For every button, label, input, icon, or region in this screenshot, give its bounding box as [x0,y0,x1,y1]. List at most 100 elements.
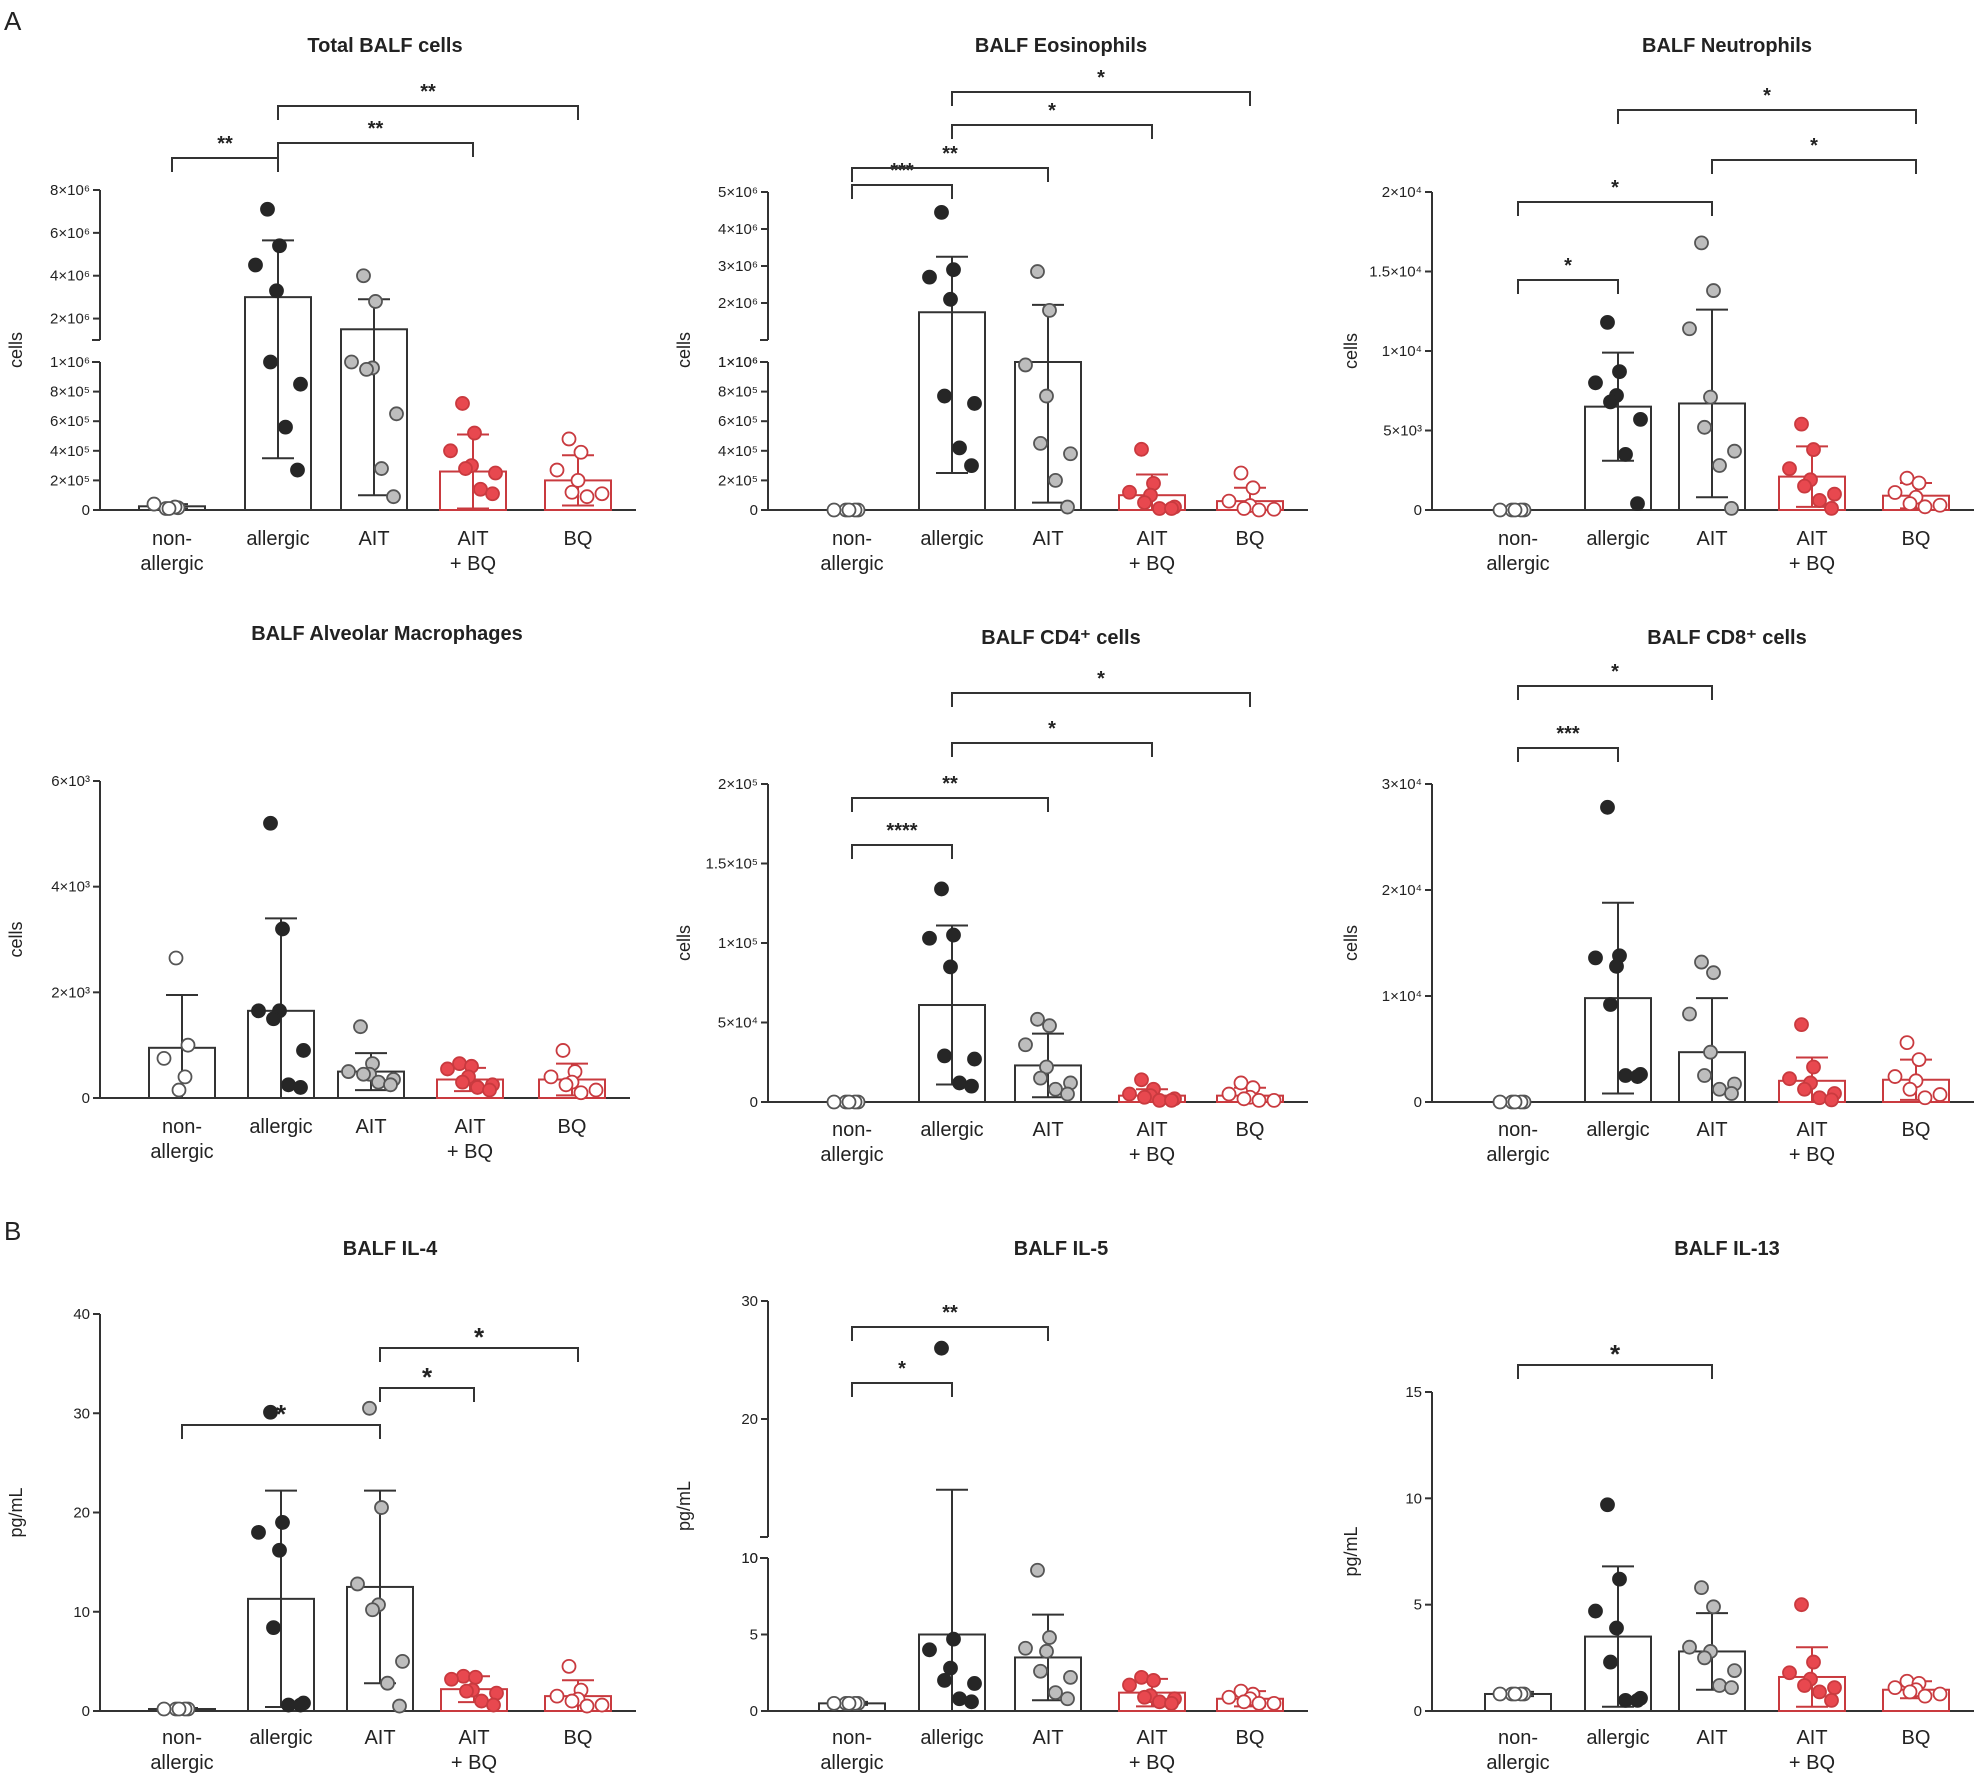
data-point [1724,1680,1739,1696]
data-point [468,1669,483,1685]
y-axis-label: pg/mL [1341,1526,1361,1576]
chart-title: BALF IL-13 [1674,1238,1780,1260]
data-point [1122,484,1137,500]
data-point [485,486,500,502]
data-point [1806,442,1821,457]
category-label: + BQ [1789,553,1835,575]
section-a-label: A [4,6,22,36]
category-label: non- [1498,528,1538,550]
data-point [350,1576,365,1592]
category-label: allergic [249,1727,312,1749]
category-label: allergic [140,553,203,575]
category-label: BQ [1236,1119,1265,1141]
data-point [1902,1684,1918,1700]
y-axis-label: pg/mL [6,1487,26,1537]
data-point [1588,950,1603,966]
data-point [1137,1689,1152,1705]
significance-label: * [276,1399,287,1429]
data-point [1824,1092,1839,1108]
y-tick-label: 4×10⁵ [50,443,90,460]
y-tick-label: 2×10⁵ [718,472,758,489]
data-point [1042,1018,1057,1034]
data-point [1266,1093,1282,1108]
data-point [952,440,967,456]
data-point [555,1043,571,1058]
data-point [964,458,979,474]
category-label: allerigc [920,1727,983,1749]
data-point [251,1524,266,1540]
data-point [161,501,177,516]
data-point [1164,1695,1179,1711]
data-point [1266,1695,1282,1711]
y-axis-label: cells [1341,333,1361,369]
data-point [1794,1597,1809,1613]
data-point [1618,1068,1633,1083]
data-point [290,462,305,478]
data-point [1060,499,1075,515]
data-point [1827,486,1842,502]
data-point [1724,501,1739,516]
data-point [1251,502,1267,518]
category-label: AIT [1796,1727,1827,1749]
data-point [946,927,961,943]
data-point [1048,472,1063,488]
data-point [1706,1599,1721,1615]
data-point [1697,1068,1712,1083]
category-label: AIT [1136,1119,1167,1141]
category-label: allergic [1586,1727,1649,1749]
category-label: BQ [558,1116,587,1138]
data-point [967,1676,982,1691]
significance-label: ** [942,1302,958,1324]
data-point [1507,1686,1523,1702]
significance-bracket [851,1326,1049,1341]
data-point [934,1340,949,1356]
chart-title: BALF Neutrophils [1642,35,1812,57]
data-point [558,1077,574,1093]
data-point [922,1642,937,1658]
significance-bracket [181,1424,381,1439]
data-point [1507,1094,1523,1110]
y-tick-label: 4×10⁵ [718,443,758,460]
y-tick-label: 8×10⁵ [718,384,758,401]
significance-bracket [277,142,474,157]
data-point [561,1658,577,1674]
data-point [353,1019,368,1035]
data-point [967,396,982,411]
panel-il5: BALF IL-5pg/mL0510102030non-allergicalle… [674,1238,1308,1774]
data-point [281,1697,296,1713]
category-label: BQ [1236,1727,1265,1749]
significance-bracket [951,91,1251,106]
data-point [1782,1665,1797,1681]
data-point [1694,1580,1709,1596]
y-tick-label: 20 [741,1411,758,1428]
chart-title: BALF IL-4 [343,1238,438,1260]
significance-label: ** [942,773,958,795]
data-point [1697,1650,1712,1666]
data-point [1609,958,1624,974]
data-point [1697,419,1712,435]
data-point [272,1542,287,1558]
data-point [1618,446,1633,462]
data-point [489,1685,504,1701]
category-label: AIT [1032,1727,1063,1749]
panel-cd8: BALF CD8⁺ cells cells 0 1×10⁴ 2×10⁴ 3×10⁴ non-… [1341,627,1974,1166]
data-point [1806,1654,1821,1670]
data-point [1600,1497,1615,1513]
data-point [1164,501,1179,516]
data-point [356,268,371,284]
data-point [1030,264,1045,279]
data-point [1797,1081,1812,1097]
data-point [1039,1059,1054,1075]
data-point [365,1602,380,1618]
data-point [564,1693,580,1709]
category-label: allergic [1486,1144,1549,1166]
data-point [1917,1688,1933,1704]
data-point [1164,1093,1179,1108]
significance-label: * [1810,135,1818,157]
data-point [1137,1089,1152,1105]
data-point [1152,1694,1167,1710]
panel-il13: BALF IL-13 pg/mL 0 5 10 15 non-allergic allergi… [1341,1238,1974,1774]
category-label: + BQ [1129,1752,1175,1774]
y-tick-label: 0 [750,502,758,519]
y-tick-label: 0 [1414,1703,1422,1720]
